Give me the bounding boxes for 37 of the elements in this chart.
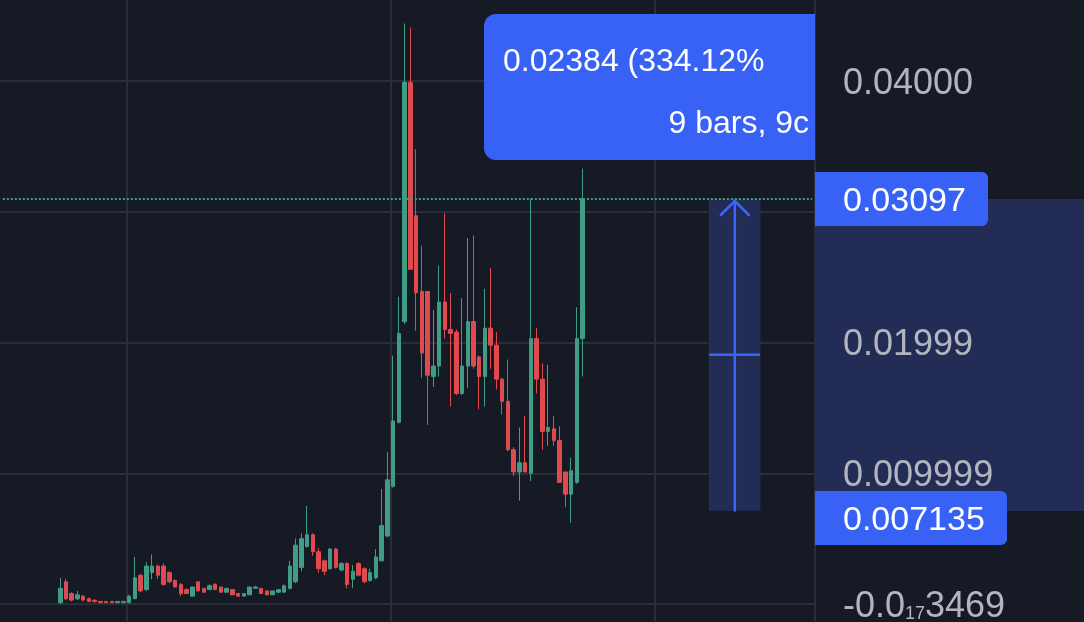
candlestick — [224, 587, 229, 593]
y-tick-label: 0.04000 — [843, 60, 974, 102]
annotation: 0.02384 (334.12% — [503, 42, 765, 79]
candlestick — [110, 600, 114, 604]
candlestick — [339, 561, 344, 572]
candlestick — [265, 590, 269, 596]
candlestick — [546, 364, 550, 447]
candlestick — [75, 590, 80, 601]
candlestick — [397, 296, 401, 425]
candlestick — [219, 586, 223, 593]
candlestick — [523, 415, 527, 473]
candlestick — [351, 564, 355, 589]
candlestick — [460, 297, 464, 396]
y-tick-label: 0.01999 — [843, 322, 974, 364]
candlestick — [202, 587, 206, 593]
y-tick-label: -0.0173469 — [843, 583, 1006, 622]
candlestick — [81, 594, 85, 602]
candlestick — [259, 587, 263, 595]
candlestick — [483, 288, 487, 408]
candlestick — [466, 237, 470, 389]
candlestick — [58, 577, 63, 605]
candlestick — [207, 583, 212, 591]
candlestick — [328, 547, 332, 571]
candlestick — [368, 568, 372, 583]
ref-line-label: 0.03097 — [815, 172, 988, 227]
candlestick — [517, 427, 522, 502]
candlestick — [138, 573, 143, 593]
candlestick — [190, 586, 195, 597]
annotation: 9 bars, 9c — [668, 104, 809, 141]
band-label: 0.007135 — [843, 498, 985, 537]
candlestick — [569, 457, 573, 524]
candlestick — [133, 556, 137, 600]
candlestick — [345, 561, 349, 589]
y-tick-label: 0.009999 — [843, 452, 994, 494]
candlestick — [196, 581, 200, 592]
candlestick — [213, 582, 217, 591]
candlestick — [334, 547, 338, 570]
